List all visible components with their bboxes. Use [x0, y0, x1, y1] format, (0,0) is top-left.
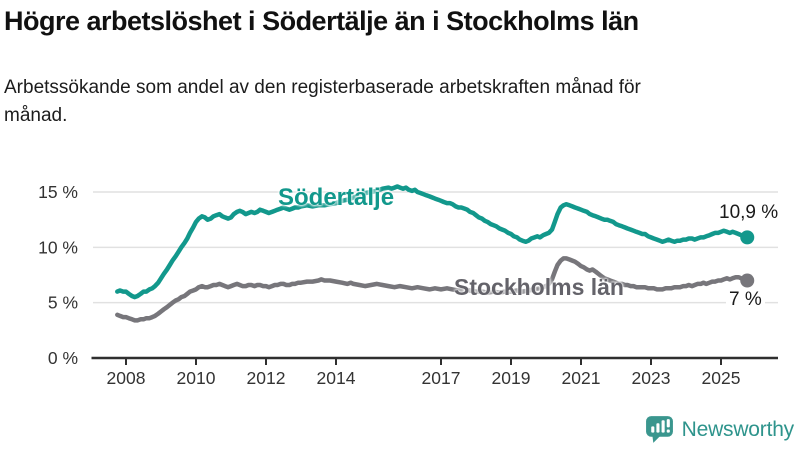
- chart-subtitle: Arbetssökande som andel av den registerb…: [4, 77, 641, 126]
- y-axis-tick-label: 5 %: [48, 293, 78, 313]
- x-axis-tick-label: 2025: [702, 368, 741, 388]
- newsworthy-logo-text: Newsworthy: [681, 417, 795, 441]
- series-line-1: [115, 256, 750, 323]
- end-value-stockholms-lan: 7 %: [726, 289, 765, 311]
- y-axis-tick-label: 0 %: [48, 348, 78, 368]
- x-axis-tick-label: 2021: [562, 368, 601, 388]
- x-axis-tick-label: 2014: [317, 368, 356, 388]
- series-label-stockholms-lan: Stockholms län: [454, 274, 624, 300]
- newsworthy-bubble-icon: [645, 416, 673, 443]
- series-line-0: [115, 184, 750, 300]
- x-axis-tick-label: 2019: [492, 368, 531, 388]
- series-end-dot-1: [740, 273, 755, 288]
- y-axis-tick-label: 15 %: [38, 182, 78, 202]
- y-axis-tick-label: 10 %: [38, 237, 78, 257]
- x-axis-tick-label: 2023: [632, 368, 671, 388]
- x-axis-tick-label: 2017: [422, 368, 461, 388]
- x-axis-tick-label: 2012: [247, 368, 286, 388]
- end-value-sodertalje: 10,9 %: [719, 202, 779, 223]
- x-axis-tick-label: 2010: [177, 368, 216, 388]
- x-axis-tick-label: 2008: [107, 368, 146, 388]
- page-title: Högre arbetslöshet i Södertälje än i Sto…: [4, 6, 639, 36]
- series-label-sodertalje: Södertälje: [278, 184, 395, 211]
- newsworthy-logo: Newsworthy: [644, 414, 794, 445]
- series-end-dot-0: [740, 230, 755, 245]
